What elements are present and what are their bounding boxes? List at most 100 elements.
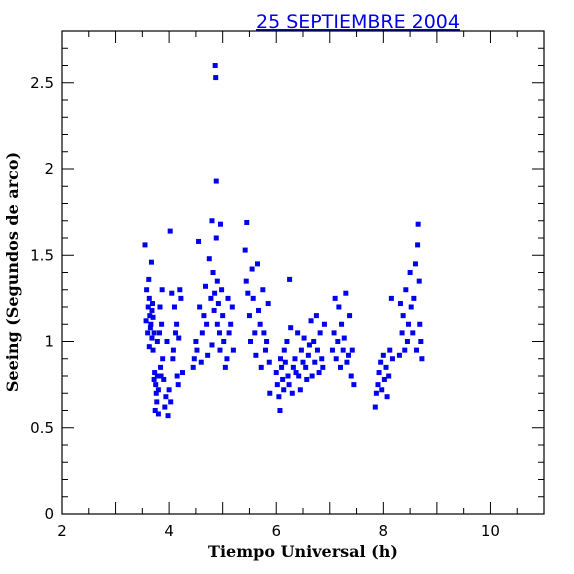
data-point xyxy=(246,313,252,319)
data-point xyxy=(273,370,279,376)
chart-title: 25 SEPTIEMBRE 2004 xyxy=(256,11,460,33)
data-point xyxy=(411,295,417,301)
data-point xyxy=(154,399,160,405)
data-point xyxy=(404,339,410,344)
data-point xyxy=(397,301,403,307)
data-point xyxy=(215,301,221,307)
data-point xyxy=(254,261,260,267)
data-point xyxy=(148,321,154,327)
data-point xyxy=(229,304,235,310)
data-point xyxy=(381,376,387,382)
data-point xyxy=(303,364,309,370)
data-point xyxy=(150,347,156,353)
data-point xyxy=(159,321,165,327)
data-point xyxy=(403,287,409,293)
data-point xyxy=(417,321,423,327)
data-point xyxy=(312,359,318,365)
data-point xyxy=(180,370,185,376)
data-point xyxy=(152,370,158,376)
data-point xyxy=(243,278,249,284)
data-point xyxy=(300,359,306,365)
data-point xyxy=(287,276,293,282)
data-point xyxy=(293,370,299,376)
axis-ticks xyxy=(61,30,545,515)
data-point xyxy=(143,318,149,324)
data-point xyxy=(159,287,165,293)
data-point xyxy=(198,359,204,365)
data-point xyxy=(340,347,346,353)
data-point xyxy=(384,394,390,400)
data-point xyxy=(193,339,199,344)
data-point xyxy=(219,287,225,293)
data-point xyxy=(147,313,153,319)
data-point xyxy=(344,359,350,365)
tick-labels: 2 4 6 8 10 0 0.5 1 1.5 2 2.5 xyxy=(30,74,500,540)
data-point xyxy=(335,339,341,344)
data-point xyxy=(162,404,168,410)
data-point xyxy=(153,382,159,388)
data-point xyxy=(419,356,425,362)
x-tick-label: 2 xyxy=(57,522,67,540)
data-point xyxy=(280,376,286,382)
data-point xyxy=(175,382,181,388)
data-point xyxy=(416,278,422,284)
data-point xyxy=(281,387,287,393)
data-point xyxy=(285,373,291,379)
data-point xyxy=(205,352,211,358)
data-point xyxy=(314,347,320,353)
data-point xyxy=(311,339,317,344)
data-point xyxy=(418,339,424,344)
data-point xyxy=(154,373,160,379)
data-point xyxy=(396,352,402,358)
data-point xyxy=(144,287,150,293)
data-point xyxy=(177,287,183,293)
data-point xyxy=(167,228,173,234)
data-point xyxy=(217,347,223,353)
data-point xyxy=(376,370,382,376)
data-point xyxy=(341,335,347,341)
data-point xyxy=(203,283,209,289)
data-point xyxy=(284,339,290,344)
data-point xyxy=(224,356,230,362)
data-point xyxy=(410,330,416,336)
data-point xyxy=(190,364,196,370)
data-point xyxy=(265,301,271,307)
data-point xyxy=(256,307,262,313)
data-point xyxy=(308,318,314,324)
data-point xyxy=(347,313,353,319)
data-point xyxy=(150,301,156,307)
plot-frame xyxy=(61,30,545,515)
data-point xyxy=(165,413,171,419)
data-point xyxy=(332,295,338,301)
data-point xyxy=(337,364,343,370)
data-point xyxy=(221,339,227,344)
data-point xyxy=(277,408,283,413)
data-point xyxy=(351,382,357,388)
data-point xyxy=(156,330,162,336)
data-point xyxy=(149,335,155,341)
data-point xyxy=(164,339,170,344)
data-point xyxy=(191,356,197,362)
data-point xyxy=(170,347,176,353)
data-point xyxy=(201,313,207,319)
data-point xyxy=(250,295,256,301)
y-tick-label: 0 xyxy=(44,505,54,523)
data-point xyxy=(206,256,212,262)
data-point xyxy=(230,347,236,353)
data-point xyxy=(378,359,384,365)
data-point xyxy=(263,347,269,353)
y-tick-label: 0.5 xyxy=(30,419,54,437)
data-point xyxy=(319,356,325,362)
data-point xyxy=(218,221,224,227)
data-point xyxy=(414,347,420,353)
data-point xyxy=(220,313,226,319)
data-point xyxy=(225,295,231,301)
data-point xyxy=(249,266,255,272)
data-point xyxy=(174,373,180,379)
data-point xyxy=(214,278,220,284)
data-point xyxy=(248,339,254,344)
data-point xyxy=(321,321,327,327)
data-point xyxy=(343,290,349,296)
data-point xyxy=(415,242,421,248)
